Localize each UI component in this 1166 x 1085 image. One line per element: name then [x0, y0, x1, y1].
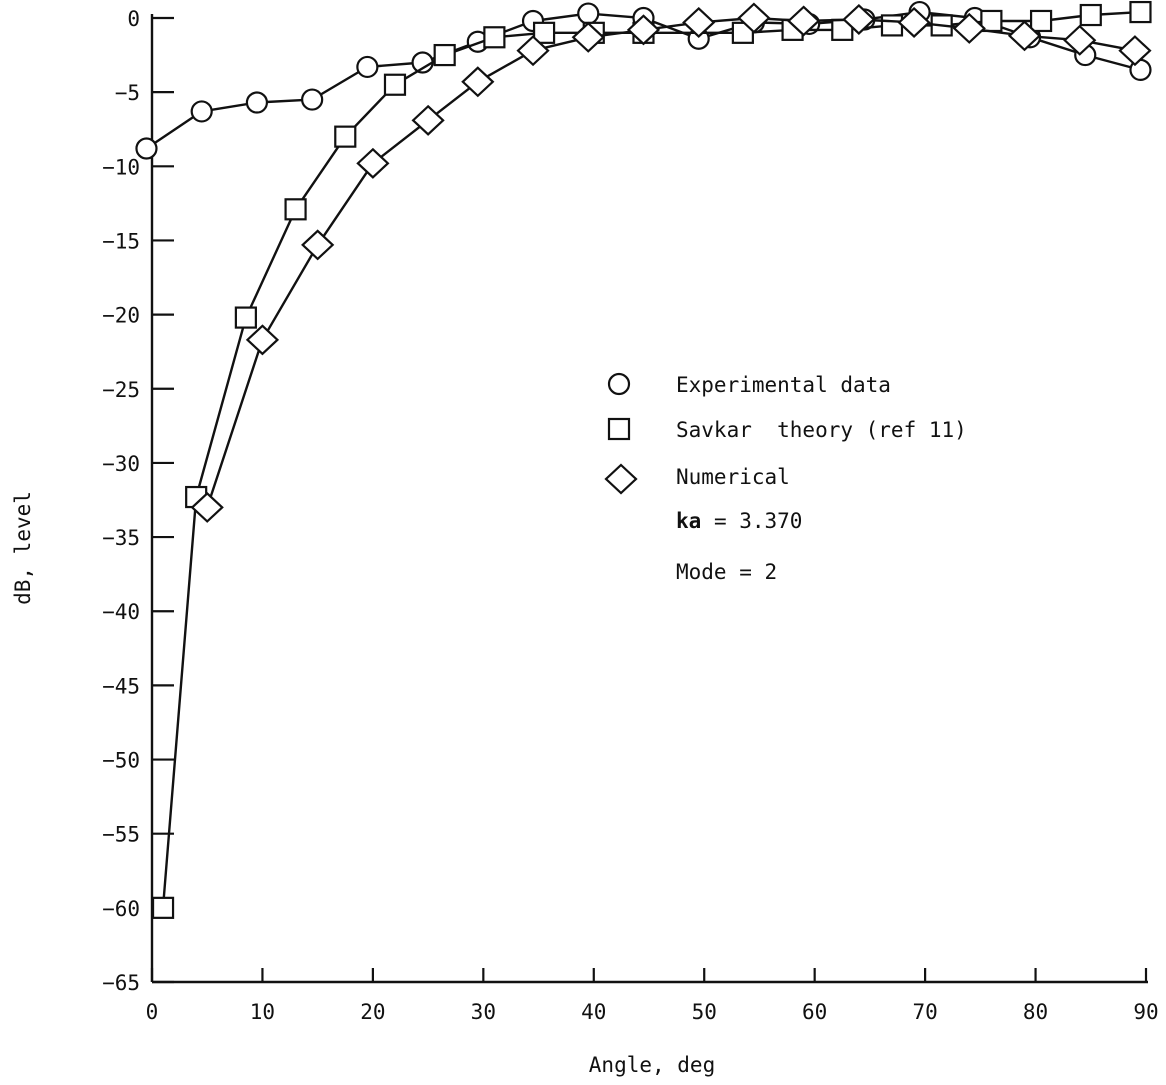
data-point-diamond: [1007, 20, 1042, 52]
y-tick-label: −15: [102, 229, 140, 253]
data-point-square: [532, 21, 556, 44]
data-point-diamond: [245, 324, 280, 356]
x-axis-ticks: 0 10 20 30 40 50 60 70 80 90: [146, 968, 1159, 1024]
y-axis-label: dB, level: [11, 491, 35, 605]
legend-diamond-icon: [604, 463, 638, 495]
x-tick-label: 10: [250, 1000, 275, 1024]
x-tick-label: 60: [802, 1000, 827, 1024]
note-ka-label: ka: [676, 509, 701, 533]
data-point-diamond: [842, 3, 876, 35]
legend-square-icon: [607, 417, 631, 441]
data-point-diamond: [626, 14, 661, 46]
x-tick-label: 40: [581, 1000, 606, 1024]
x-tick-label: 90: [1133, 1000, 1158, 1024]
data-point-diamond: [682, 6, 716, 38]
data-point-diamond: [571, 21, 605, 53]
data-point-diamond: [301, 229, 335, 261]
data-point-diamond: [952, 12, 986, 44]
data-point-diamond: [461, 66, 495, 98]
data-point-diamond: [1118, 35, 1152, 67]
x-axis-label: Angle, deg: [589, 1053, 715, 1077]
data-point-diamond: [516, 35, 550, 67]
data-point-circle: [301, 88, 324, 111]
x-tick-label: 20: [360, 1000, 385, 1024]
note-mode: Mode = 2: [676, 560, 777, 584]
y-tick-label: −40: [102, 600, 140, 624]
series-savkar-theory-ref-11: [151, 0, 1152, 919]
data-point-square: [1029, 9, 1053, 33]
data-point-circle: [245, 91, 269, 114]
y-tick-label: −5: [115, 81, 140, 105]
series-numerical: [190, 2, 1152, 523]
series-line-savkar-theory-ref-11: [161, 10, 1141, 908]
data-point-square: [1079, 3, 1102, 27]
y-tick-label: −35: [102, 526, 140, 550]
axes: [150, 14, 1148, 984]
data-point-diamond: [787, 5, 821, 37]
y-tick-label: −30: [102, 452, 140, 476]
data-point-square: [383, 73, 407, 96]
data-point-circle: [135, 137, 158, 160]
data-point-diamond: [737, 2, 771, 34]
x-tick-label: 70: [912, 1000, 937, 1024]
data-point-square: [880, 14, 904, 37]
legend-circle-icon: [607, 372, 631, 396]
legend-entry-numerical: Numerical: [676, 465, 790, 489]
y-tick-label: −65: [102, 971, 140, 995]
data-point-diamond: [1063, 24, 1097, 56]
data-point-diamond: [411, 104, 445, 136]
series-line-numerical: [206, 16, 1136, 508]
legend-entry-experimental: Experimental data: [676, 373, 891, 397]
series-layer: [135, 0, 1152, 919]
data-point-square: [284, 198, 307, 221]
x-tick-label: 0: [146, 1000, 159, 1024]
x-tick-label: 50: [692, 1000, 717, 1024]
data-point-square: [334, 125, 357, 148]
y-axis-ticks: 0 −5 −10 −15 −20 −25 −30 −35 −40 −45 −50 −55 −60 −65: [102, 7, 174, 995]
data-point-diamond: [356, 147, 390, 179]
data-point-circle: [190, 100, 213, 123]
x-tick-label: 80: [1023, 1000, 1048, 1024]
y-tick-label: −60: [102, 897, 140, 921]
data-point-diamond: [897, 6, 931, 38]
note-ka: ka = 3.370: [676, 509, 802, 533]
legend: Experimental data Savkar theory (ref 11)…: [604, 372, 967, 584]
data-point-circle: [577, 2, 600, 25]
y-tick-label: 0: [127, 7, 140, 31]
data-point-square: [433, 43, 456, 67]
y-tick-label: −50: [102, 749, 140, 773]
legend-entry-savkar: Savkar theory (ref 11): [676, 418, 967, 442]
y-tick-label: −55: [102, 823, 140, 847]
data-point-square: [1129, 0, 1152, 24]
x-tick-label: 30: [471, 1000, 496, 1024]
y-tick-label: −45: [102, 674, 140, 698]
note-ka-value: = 3.370: [701, 509, 802, 533]
y-tick-label: −25: [102, 378, 140, 402]
data-point-square: [234, 306, 257, 329]
y-tick-label: −20: [102, 304, 140, 328]
data-point-circle: [356, 55, 379, 79]
data-point-diamond: [190, 491, 224, 523]
y-tick-label: −10: [102, 155, 140, 179]
data-point-square: [151, 896, 175, 919]
data-point-square: [483, 26, 506, 49]
